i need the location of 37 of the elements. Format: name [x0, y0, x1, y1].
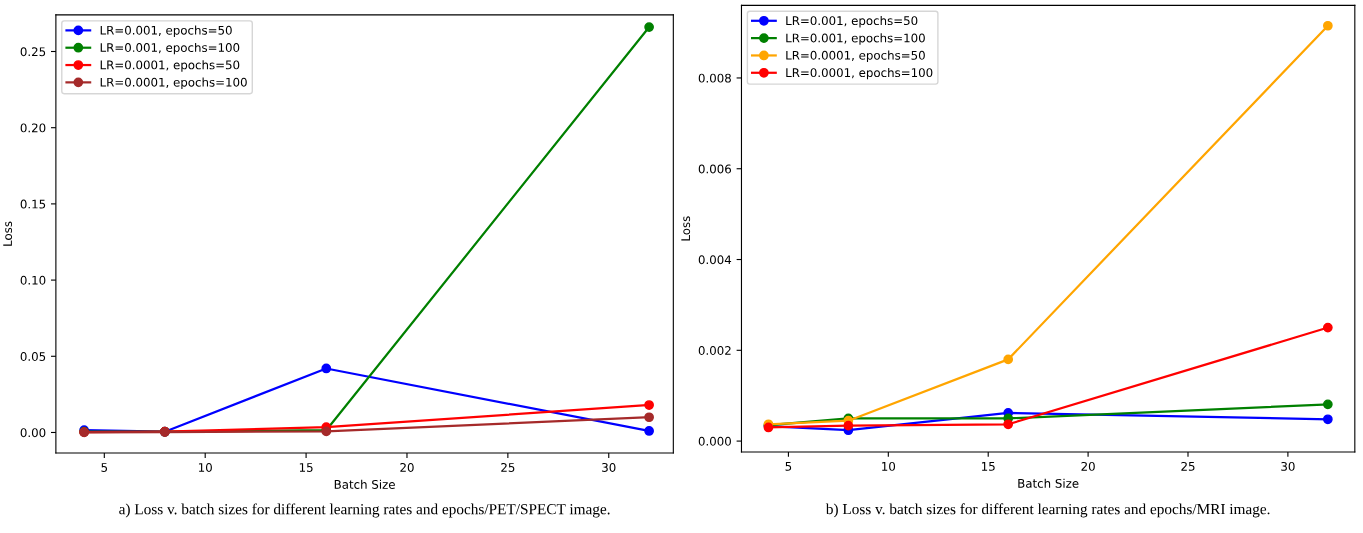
legend-label: LR=0.001, epochs=50 — [786, 15, 918, 28]
y-axis-title: Loss — [3, 221, 13, 246]
y-tick-label: 0.002 — [698, 346, 731, 355]
x-tick-label: 20 — [400, 462, 414, 472]
x-tick-label: 30 — [602, 462, 616, 472]
y-tick-label: 0.05 — [20, 352, 46, 361]
x-tick-label: 10 — [882, 461, 896, 471]
text: a) Loss v. batch sizes for different learning rates and epochs/PET/SPECT image. — [119, 503, 610, 518]
x-tick-label: 20 — [1081, 461, 1095, 471]
x-tick-label: 15 — [982, 462, 995, 471]
legend-label: LR=0.001, epochs=50 — [100, 25, 232, 37]
legend-label: LR=0.001, epochs=100 — [100, 42, 240, 55]
y-tick-label: 0.10 — [20, 275, 46, 285]
legend-label: LR=0.001, epochs=100 — [786, 33, 925, 45]
legend-label: LR=0.0001, epochs=100 — [100, 77, 247, 89]
legend-label: LR=0.0001, epochs=50 — [786, 50, 925, 63]
text: b) Loss v. batch sizes for different learning rates and epochs/MRI image. — [825, 503, 1270, 518]
x-tick-label: 15 — [299, 463, 313, 472]
x-tick-label: 5 — [785, 462, 792, 471]
legend-label: LR=0.0001, epochs=50 — [100, 60, 240, 72]
y-tick-label: 0.20 — [20, 123, 46, 133]
y-tick-label: 0.25 — [20, 47, 46, 57]
y-tick-label: 0.008 — [698, 73, 731, 83]
y-axis-title: Loss — [681, 216, 691, 241]
x-axis-title: Batch Size — [334, 479, 395, 489]
x-tick-label: 30 — [1281, 461, 1295, 471]
x-tick-label: 5 — [101, 463, 108, 472]
legend-label: LR=0.0001, epochs=100 — [786, 67, 933, 80]
x-axis-title: Batch Size — [1018, 478, 1079, 488]
y-tick-label: 0.00 — [20, 428, 46, 438]
y-tick-label: 0.15 — [20, 199, 46, 209]
y-tick-label: 0.004 — [698, 255, 732, 265]
y-tick-label: 0.000 — [698, 436, 731, 446]
x-tick-label: 25 — [1181, 461, 1195, 471]
x-tick-label: 10 — [198, 462, 212, 472]
x-tick-label: 25 — [501, 462, 515, 472]
y-tick-label: 0.006 — [698, 164, 732, 174]
